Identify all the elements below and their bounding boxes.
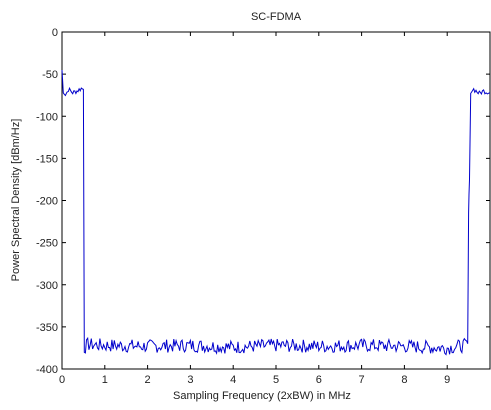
x-tick-label: 6 (316, 374, 322, 386)
x-tick-label: 7 (359, 374, 365, 386)
y-axis-label: Power Spectral Density [dBm/Hz] (10, 119, 22, 282)
x-tick-label: 4 (230, 374, 236, 386)
y-tick-label: -350 (36, 322, 58, 334)
y-tick-label: -100 (36, 111, 58, 123)
y-tick-label: -200 (36, 196, 58, 208)
x-tick-label: 5 (273, 374, 279, 386)
x-tick-label: 0 (59, 374, 65, 386)
x-tick-label: 2 (145, 374, 151, 386)
axis-ticks: 0 1 2 3 4 5 6 7 8 9 0 -50 -100 -150 -200 -250 -300 -350 -4… (36, 27, 490, 386)
x-tick-label: 9 (444, 374, 450, 386)
x-axis-label: Sampling Frequency (2xBW) in MHz (173, 390, 351, 402)
series-group (61, 69, 491, 356)
plot-area (61, 31, 491, 370)
x-tick-label: 3 (187, 374, 193, 386)
y-tick-label: -150 (36, 153, 58, 165)
y-tick-label: -400 (36, 364, 58, 376)
chart-title: SC-FDMA (251, 11, 302, 23)
series-line (61, 69, 491, 356)
y-tick-label: -50 (42, 69, 58, 81)
x-tick-label: 1 (102, 374, 108, 386)
y-tick-label: -250 (36, 238, 58, 250)
y-tick-label: 0 (52, 27, 58, 39)
x-tick-label: 8 (401, 374, 407, 386)
y-tick-label: -300 (36, 280, 58, 292)
